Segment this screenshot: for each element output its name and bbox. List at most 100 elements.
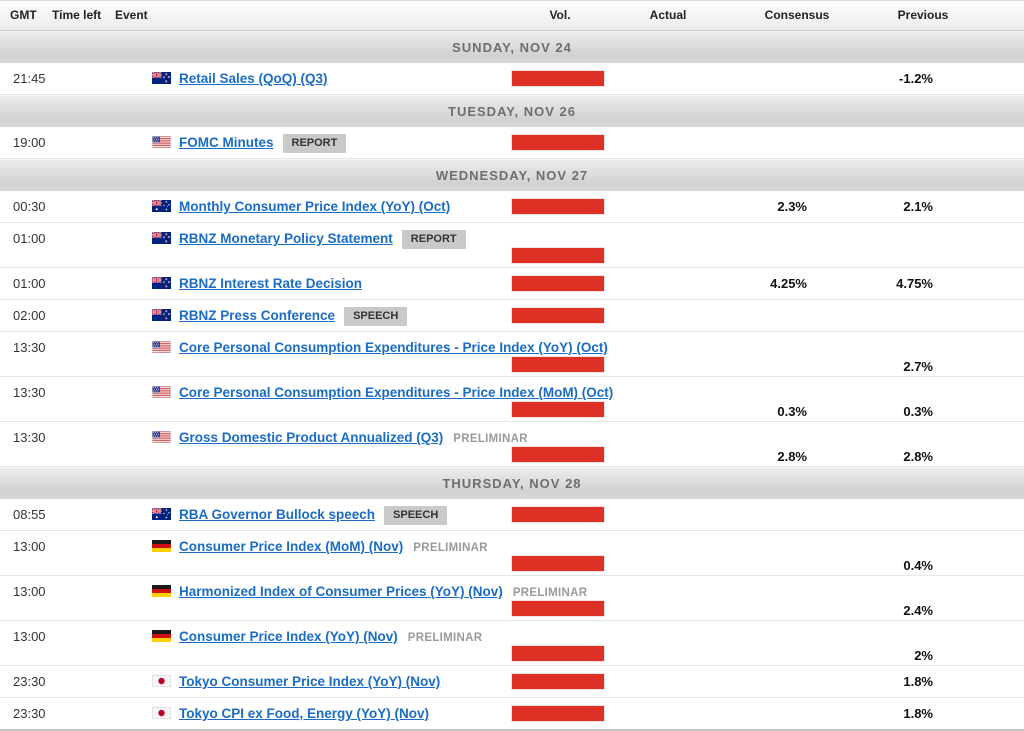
- previous-value: 0.4%: [903, 558, 933, 573]
- event-line: RBA Governor Bullock speech SPEECH: [179, 499, 448, 531]
- consensus-value: 2.3%: [777, 199, 807, 214]
- event-time: 02:00: [13, 308, 46, 323]
- event-time: 13:30: [13, 340, 46, 355]
- event-link[interactable]: Retail Sales (QoQ) (Q3): [179, 71, 328, 86]
- previous-value: 2.7%: [903, 359, 933, 374]
- volatility-bar: [512, 706, 604, 721]
- event-link[interactable]: Consumer Price Index (YoY) (Nov): [179, 629, 398, 644]
- event-row: 23:30 Tokyo Consumer Price Index (YoY) (N…: [0, 666, 1024, 698]
- event-link[interactable]: Core Personal Consumption Expenditures -…: [179, 340, 608, 355]
- event-link[interactable]: RBNZ Monetary Policy Statement: [179, 231, 393, 246]
- event-line: Harmonized Index of Consumer Prices (YoY…: [179, 576, 587, 609]
- event-row: 01:00 RBNZ Monetary Policy Statement REPOR…: [0, 223, 1024, 268]
- flag-japan-icon: [152, 675, 171, 687]
- preliminary-note: PRELIMINAR: [512, 587, 588, 599]
- flag-australia-icon: [152, 200, 171, 212]
- event-line: Gross Domestic Product Annualized (Q3) PR…: [179, 422, 528, 455]
- preliminary-note: PRELIMINAR: [413, 542, 488, 554]
- volatility-bar: [512, 308, 604, 323]
- column-header-previous: Previous: [897, 8, 949, 22]
- volatility-bar: [512, 646, 604, 661]
- consensus-value: 0.3%: [777, 404, 807, 419]
- date-separator: WEDNESDAY, NOV 27: [0, 159, 1024, 191]
- event-time: 13:00: [13, 539, 46, 554]
- calendar-column-header-row: GMT Time left Event Vol. Actual Consensu…: [0, 1, 1024, 31]
- event-link[interactable]: RBNZ Press Conference: [179, 308, 336, 323]
- column-header-consensus: Consensus: [764, 8, 830, 22]
- event-row: 13:00 Consumer Price Index (MoM) (Nov) PRE…: [0, 531, 1024, 576]
- volatility-bar: [512, 556, 604, 571]
- volatility-bar: [512, 357, 604, 372]
- event-link[interactable]: Gross Domestic Product Annualized (Q3): [179, 430, 444, 445]
- column-header-vol: Vol.: [549, 8, 571, 22]
- event-line: RBNZ Press Conference SPEECH: [179, 300, 408, 332]
- flag-germany-icon: [152, 540, 171, 552]
- event-line: Core Personal Consumption Expenditures -…: [179, 332, 608, 364]
- event-link[interactable]: Tokyo CPI ex Food, Energy (YoY) (Nov): [179, 706, 430, 721]
- event-time: 13:30: [13, 385, 46, 400]
- volatility-bar: [512, 507, 604, 522]
- date-separator: THURSDAY, NOV 28: [0, 467, 1024, 499]
- previous-value: 0.3%: [903, 404, 933, 419]
- event-link[interactable]: RBA Governor Bullock speech: [179, 507, 376, 522]
- flag-japan-icon: [152, 707, 171, 719]
- flag-united-states-icon: [152, 386, 171, 398]
- previous-value: 1.8%: [903, 674, 933, 689]
- date-separator-label: TUESDAY, NOV 26: [448, 104, 576, 119]
- previous-value: -1.2%: [899, 71, 933, 86]
- date-separator: SUNDAY, NOV 24: [0, 31, 1024, 63]
- event-line: FOMC Minutes REPORT: [179, 127, 347, 159]
- event-line: RBNZ Interest Rate Decision: [179, 268, 362, 300]
- event-link[interactable]: Monthly Consumer Price Index (YoY) (Oct): [179, 199, 451, 214]
- event-link[interactable]: Harmonized Index of Consumer Prices (YoY…: [179, 584, 503, 599]
- flag-united-states-icon: [152, 431, 171, 443]
- event-time: 23:30: [13, 674, 46, 689]
- flag-australia-icon: [152, 508, 171, 520]
- volatility-bar: [512, 447, 604, 462]
- event-type-badge: REPORT: [282, 134, 347, 153]
- event-link[interactable]: Tokyo Consumer Price Index (YoY) (Nov): [179, 674, 441, 689]
- event-line: Retail Sales (QoQ) (Q3): [179, 63, 328, 95]
- volatility-bar: [512, 276, 604, 291]
- event-time: 13:30: [13, 430, 46, 445]
- event-row: 13:00 Consumer Price Index (YoY) (Nov) PRE…: [0, 621, 1024, 666]
- event-time: 01:00: [13, 231, 46, 246]
- date-separator-label: THURSDAY, NOV 28: [442, 476, 582, 491]
- event-link[interactable]: RBNZ Interest Rate Decision: [179, 276, 363, 291]
- event-row: 13:30 Core Personal Consumption Expenditu…: [0, 332, 1024, 377]
- volatility-bar: [512, 674, 604, 689]
- event-line: Monthly Consumer Price Index (YoY) (Oct): [179, 191, 450, 223]
- volatility-bar: [512, 71, 604, 86]
- flag-germany-icon: [152, 585, 171, 597]
- date-separator-label: WEDNESDAY, NOV 27: [435, 168, 589, 183]
- event-type-badge: SPEECH: [344, 307, 408, 326]
- column-header-gmt: GMT: [10, 8, 37, 22]
- event-row: 01:00 RBNZ Interest Rate Decision 4.25% 4.7…: [0, 268, 1024, 300]
- previous-value: 2.1%: [903, 199, 933, 214]
- event-link[interactable]: Consumer Price Index (MoM) (Nov): [179, 539, 404, 554]
- event-time: 23:30: [13, 706, 46, 721]
- event-line: Consumer Price Index (YoY) (Nov) PRELIMIN…: [179, 621, 482, 654]
- volatility-bar: [512, 402, 604, 417]
- preliminary-note: PRELIMINAR: [453, 433, 528, 445]
- volatility-bar: [512, 199, 604, 214]
- event-type-badge: SPEECH: [384, 506, 448, 525]
- flag-united-states-icon: [152, 341, 171, 353]
- previous-value: 4.75%: [896, 276, 933, 291]
- event-line: Consumer Price Index (MoM) (Nov) PRELIMIN…: [179, 531, 488, 564]
- event-time: 01:00: [13, 276, 46, 291]
- date-separator-label: SUNDAY, NOV 24: [452, 40, 572, 55]
- event-line: Tokyo Consumer Price Index (YoY) (Nov): [179, 666, 440, 698]
- flag-new-zealand-icon: [152, 309, 171, 321]
- event-time: 00:30: [13, 199, 46, 214]
- event-link[interactable]: FOMC Minutes: [179, 135, 274, 150]
- flag-new-zealand-icon: [152, 232, 171, 244]
- event-row: 08:55 RBA Governor Bullock speech SPEECH: [0, 499, 1024, 531]
- volatility-bar: [512, 248, 604, 263]
- flag-new-zealand-icon: [152, 277, 171, 289]
- date-separator: TUESDAY, NOV 26: [0, 95, 1024, 127]
- event-type-badge: REPORT: [401, 230, 466, 249]
- event-line: Core Personal Consumption Expenditures -…: [179, 377, 613, 409]
- event-link[interactable]: Core Personal Consumption Expenditures -…: [179, 385, 614, 400]
